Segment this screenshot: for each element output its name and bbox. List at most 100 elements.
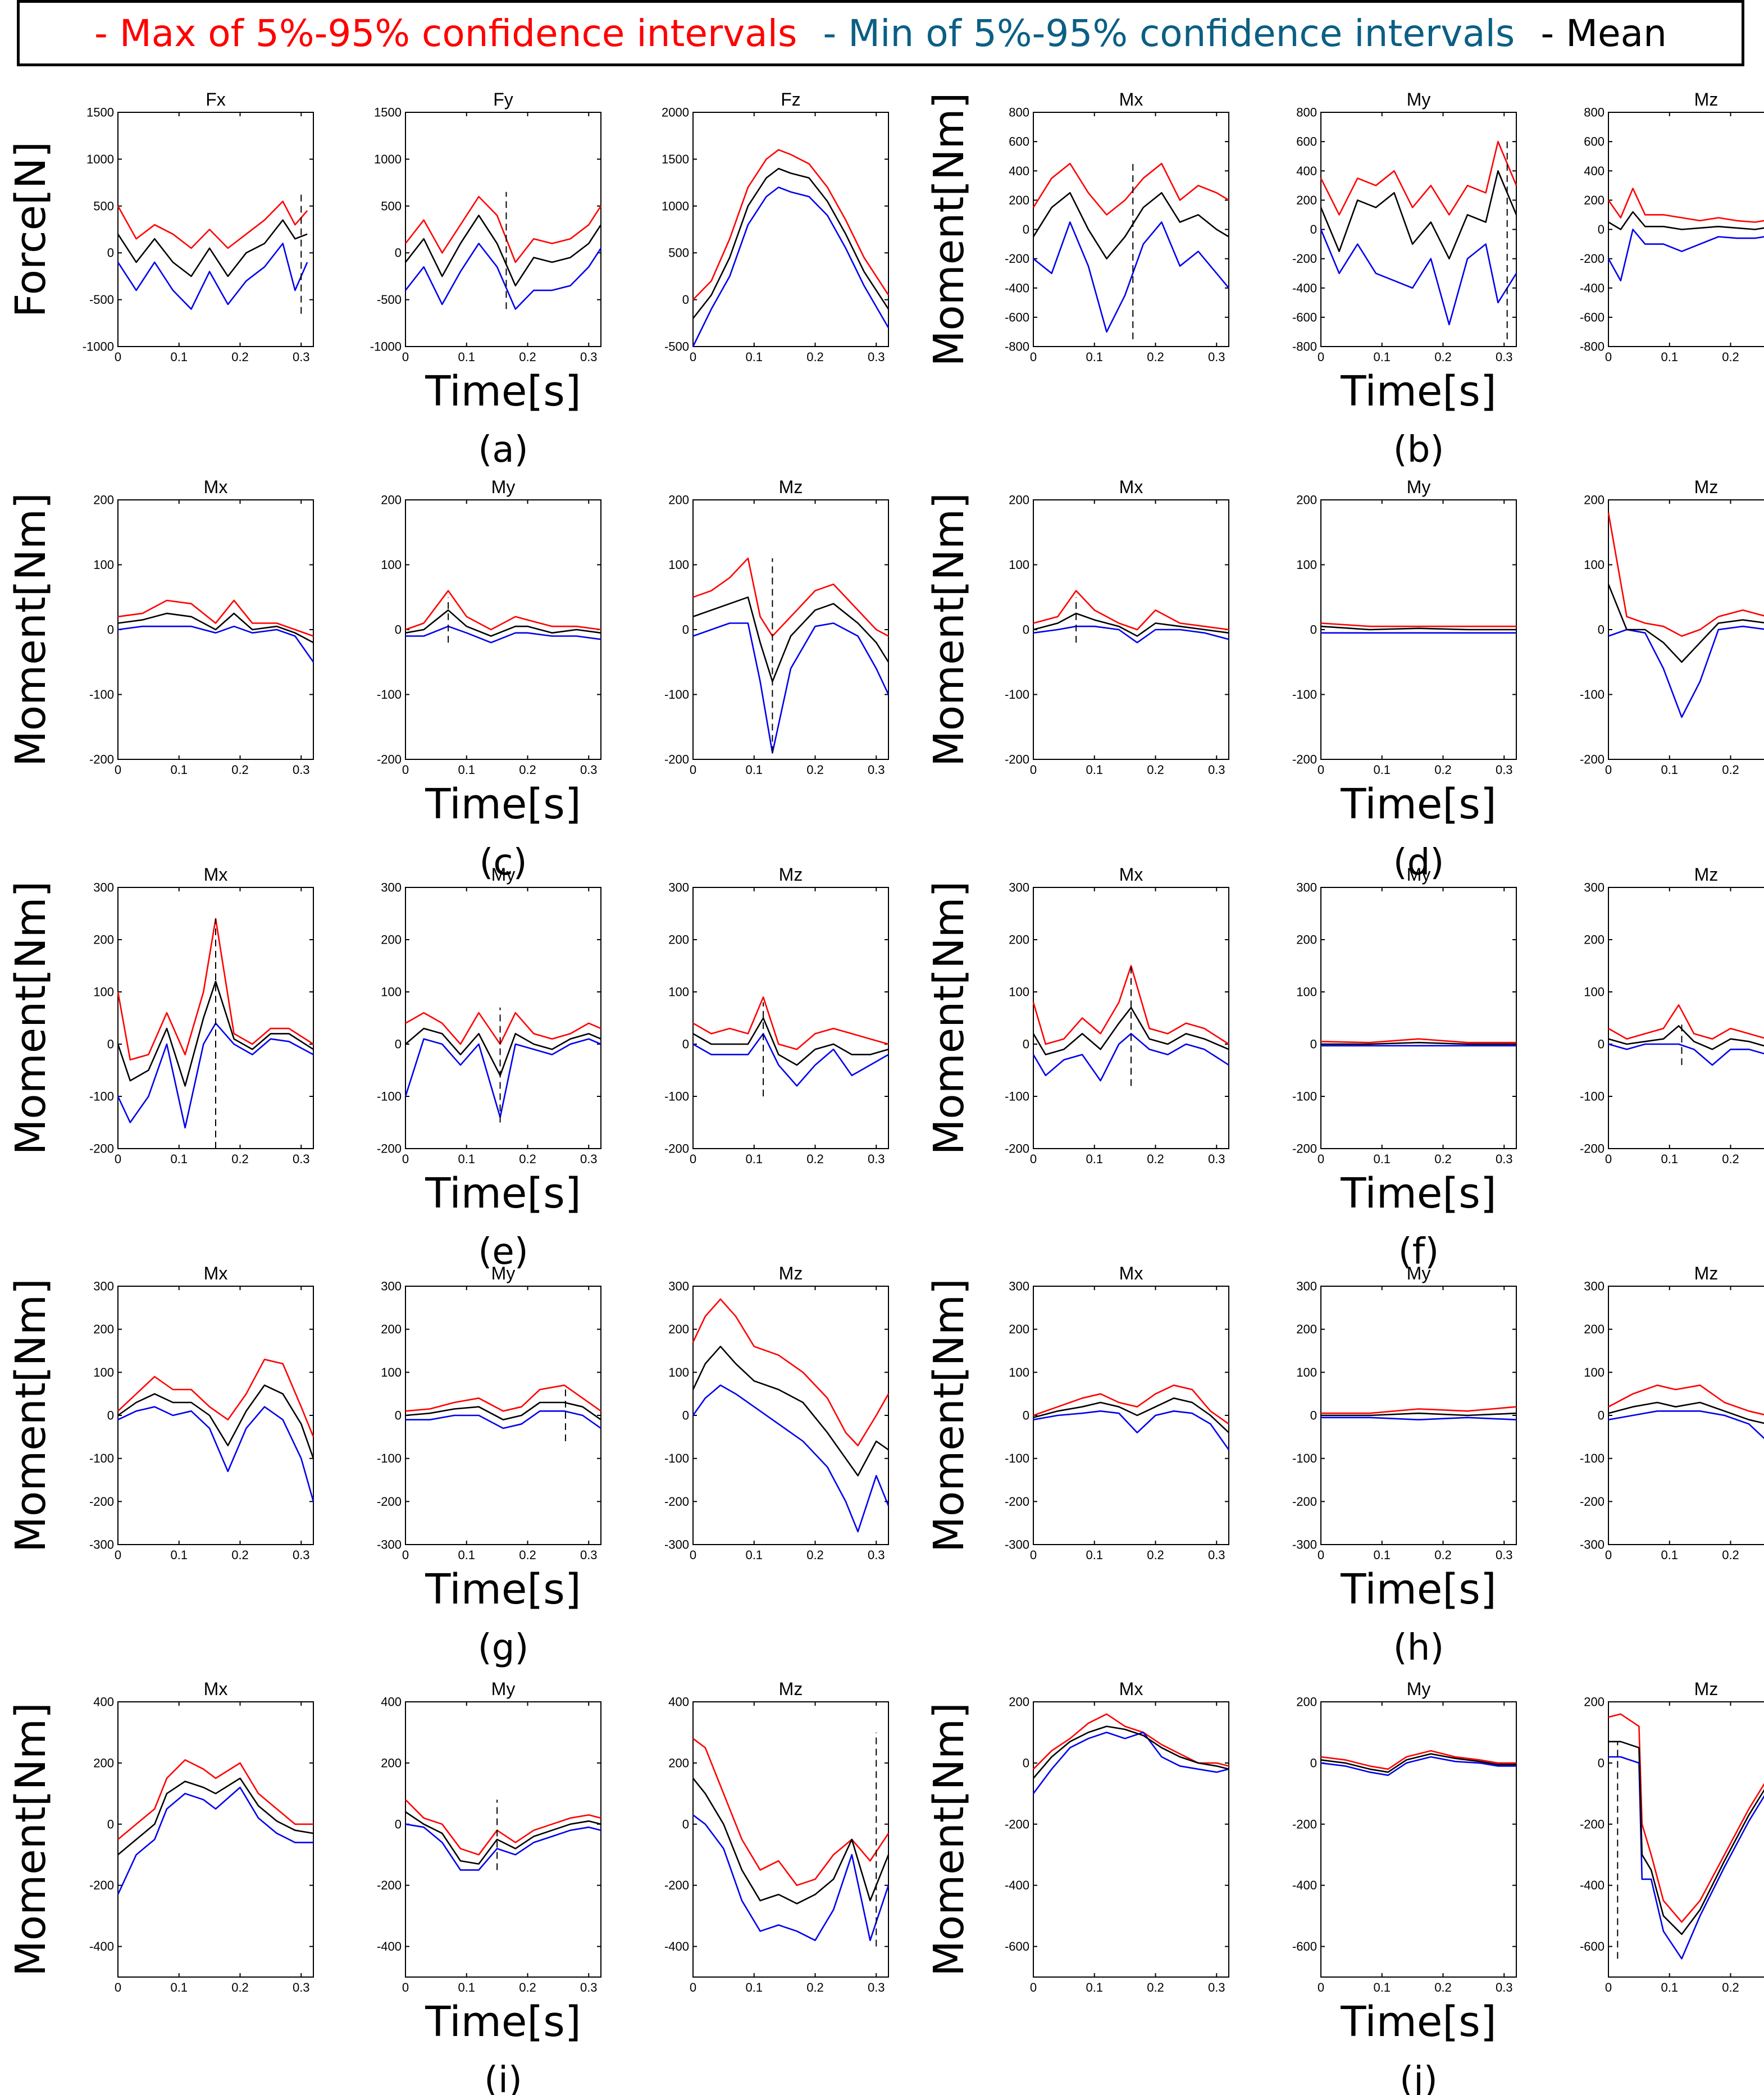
y-tick-label: 300	[668, 881, 689, 895]
legend-max-label: - Max of 5%-95% confidence intervals	[94, 11, 797, 55]
x-tick-label: 0.1	[745, 1548, 763, 1562]
x-tick-label: 0.1	[1373, 763, 1391, 777]
x-tick-label: 0.1	[1373, 1152, 1391, 1166]
plot-frame	[405, 1286, 601, 1545]
series-line-min	[1608, 1410, 1764, 1440]
y-tick-label: 100	[668, 985, 689, 999]
plot-frame	[1608, 887, 1764, 1149]
series-line-mean	[1033, 612, 1229, 637]
y-tick-label: 100	[1296, 1365, 1317, 1379]
panel-my: My -200 -100 0 100 200 0 0.1 0.2 0.3	[1292, 477, 1517, 777]
figure-label: (j)	[1400, 2060, 1438, 2095]
y-tick-label: 600	[1296, 135, 1317, 149]
y-tick-label: 300	[1584, 881, 1605, 895]
x-tick-label: 0.3	[293, 1980, 310, 1994]
y-tick-label: -300	[664, 1538, 689, 1552]
y-tick-label: 200	[93, 1322, 114, 1336]
series-line-min	[1032, 1033, 1229, 1082]
x-tick-label: 0.1	[170, 1980, 188, 1994]
x-tick-label: 0.1	[1086, 350, 1103, 364]
x-tick-label: 0.2	[231, 763, 249, 777]
x-tick-label: 0.2	[231, 1152, 249, 1166]
x-tick-label: 0	[1030, 1980, 1037, 1994]
series-line-max	[405, 1384, 601, 1412]
x-tick-label: 0.3	[580, 1980, 598, 1994]
y-tick-label: -100	[1580, 1090, 1605, 1104]
panel-my: My -600 -400 -200 0 200 0 0.1 0.2 0.3	[1292, 1679, 1517, 1994]
x-tick-label: 0.2	[1147, 1980, 1164, 1994]
y-tick-label: -1000	[83, 340, 114, 354]
x-tick-label: 0.3	[293, 763, 310, 777]
x-tick-label: 0.1	[170, 1152, 188, 1166]
y-tick-label: -200	[377, 1495, 402, 1509]
x-tick-label: 0.1	[458, 350, 475, 364]
x-tick-label: 0.3	[868, 1152, 885, 1166]
panel-title: Mx	[204, 864, 228, 885]
series-line-min	[117, 1022, 314, 1129]
x-tick-label: 0.2	[806, 1152, 824, 1166]
x-tick-label: 0.1	[1661, 1980, 1678, 1994]
x-tick-label: 0.1	[745, 1980, 763, 1994]
series-line-mean	[1320, 170, 1517, 259]
x-tick-label: 0	[1318, 1152, 1324, 1166]
y-tick-label: 300	[93, 881, 114, 895]
panel-mx: Mx -300 -200 -100 0 100 200 300 0 0.1 0.2 0.3	[89, 1263, 314, 1562]
y-tick-label: 0	[1310, 1409, 1317, 1423]
series-line-max	[692, 1738, 890, 1886]
y-tick-label: -300	[89, 1538, 114, 1552]
y-tick-label: -200	[1580, 252, 1605, 266]
series-line-min	[117, 625, 314, 663]
series-line-max	[1032, 965, 1229, 1045]
series-line-min	[1032, 1732, 1229, 1795]
x-tick-label: 0.3	[868, 763, 885, 777]
y-tick-label: -100	[1292, 1090, 1317, 1104]
panel-title: Mz	[1694, 864, 1719, 885]
panel-title: Mz	[1694, 1679, 1719, 1699]
y-tick-label: -200	[377, 1142, 402, 1156]
x-tick-label: 0.1	[1661, 350, 1678, 364]
series-line-min	[692, 1384, 890, 1533]
x-tick-label: 0.1	[1086, 1548, 1103, 1562]
y-tick-label: -600	[1005, 310, 1029, 324]
figure-f: Moment[Nm] Mx -200 -100 0 100 200 300 0 0.1 0.2 0.3…	[925, 864, 1764, 1273]
y-tick-label: 200	[93, 1756, 114, 1770]
series-line-min	[404, 243, 602, 310]
y-tick-label: 200	[93, 493, 114, 507]
y-tick-label: 200	[1296, 1322, 1317, 1336]
series-line-max	[1320, 1750, 1516, 1770]
y-tick-label: -200	[89, 1142, 114, 1156]
x-tick-label: 0	[690, 1980, 696, 1994]
y-axis-label: Force[N]	[7, 142, 55, 317]
series-line-min	[405, 1823, 601, 1871]
y-tick-label: -200	[664, 1142, 689, 1156]
plot-frame	[1320, 1701, 1517, 1978]
x-tick-label: 0	[115, 763, 121, 777]
y-tick-label: 200	[1009, 193, 1029, 207]
panel-title: Mz	[1694, 477, 1719, 497]
series-line-min	[692, 1033, 889, 1087]
x-tick-label: 0.2	[1434, 1548, 1452, 1562]
plot-frame	[1608, 1701, 1764, 1978]
y-tick-label: -400	[1005, 281, 1029, 295]
y-axis-label: Moment[Nm]	[925, 881, 973, 1155]
x-tick-label: 0	[115, 1980, 121, 1994]
x-tick-label: 0	[690, 763, 696, 777]
plot-frame	[692, 112, 889, 347]
y-tick-label: 0	[1310, 222, 1317, 236]
x-tick-label: 0.2	[1434, 1980, 1452, 1994]
series-line-min	[117, 243, 308, 310]
x-tick-label: 0.2	[519, 1980, 536, 1994]
y-tick-label: -100	[664, 1451, 689, 1465]
y-tick-label: -300	[1580, 1538, 1605, 1552]
figure-b: Moment[Nm] Mx -800 -600 -400 -200 0 200 400 600 80…	[925, 89, 1764, 471]
x-tick-label: 0.3	[1496, 350, 1513, 364]
panel-title: My	[1407, 1263, 1431, 1283]
x-tick-label: 0	[1318, 1980, 1324, 1994]
y-tick-label: 0	[107, 1037, 114, 1051]
y-tick-label: -600	[1292, 310, 1317, 324]
y-tick-label: 1500	[662, 152, 689, 166]
x-tick-label: 0	[1318, 1548, 1324, 1562]
y-tick-label: 100	[93, 558, 114, 572]
panel-mz: Mz-800-600-400-200020040060080000.10.20.…	[1580, 89, 1764, 364]
